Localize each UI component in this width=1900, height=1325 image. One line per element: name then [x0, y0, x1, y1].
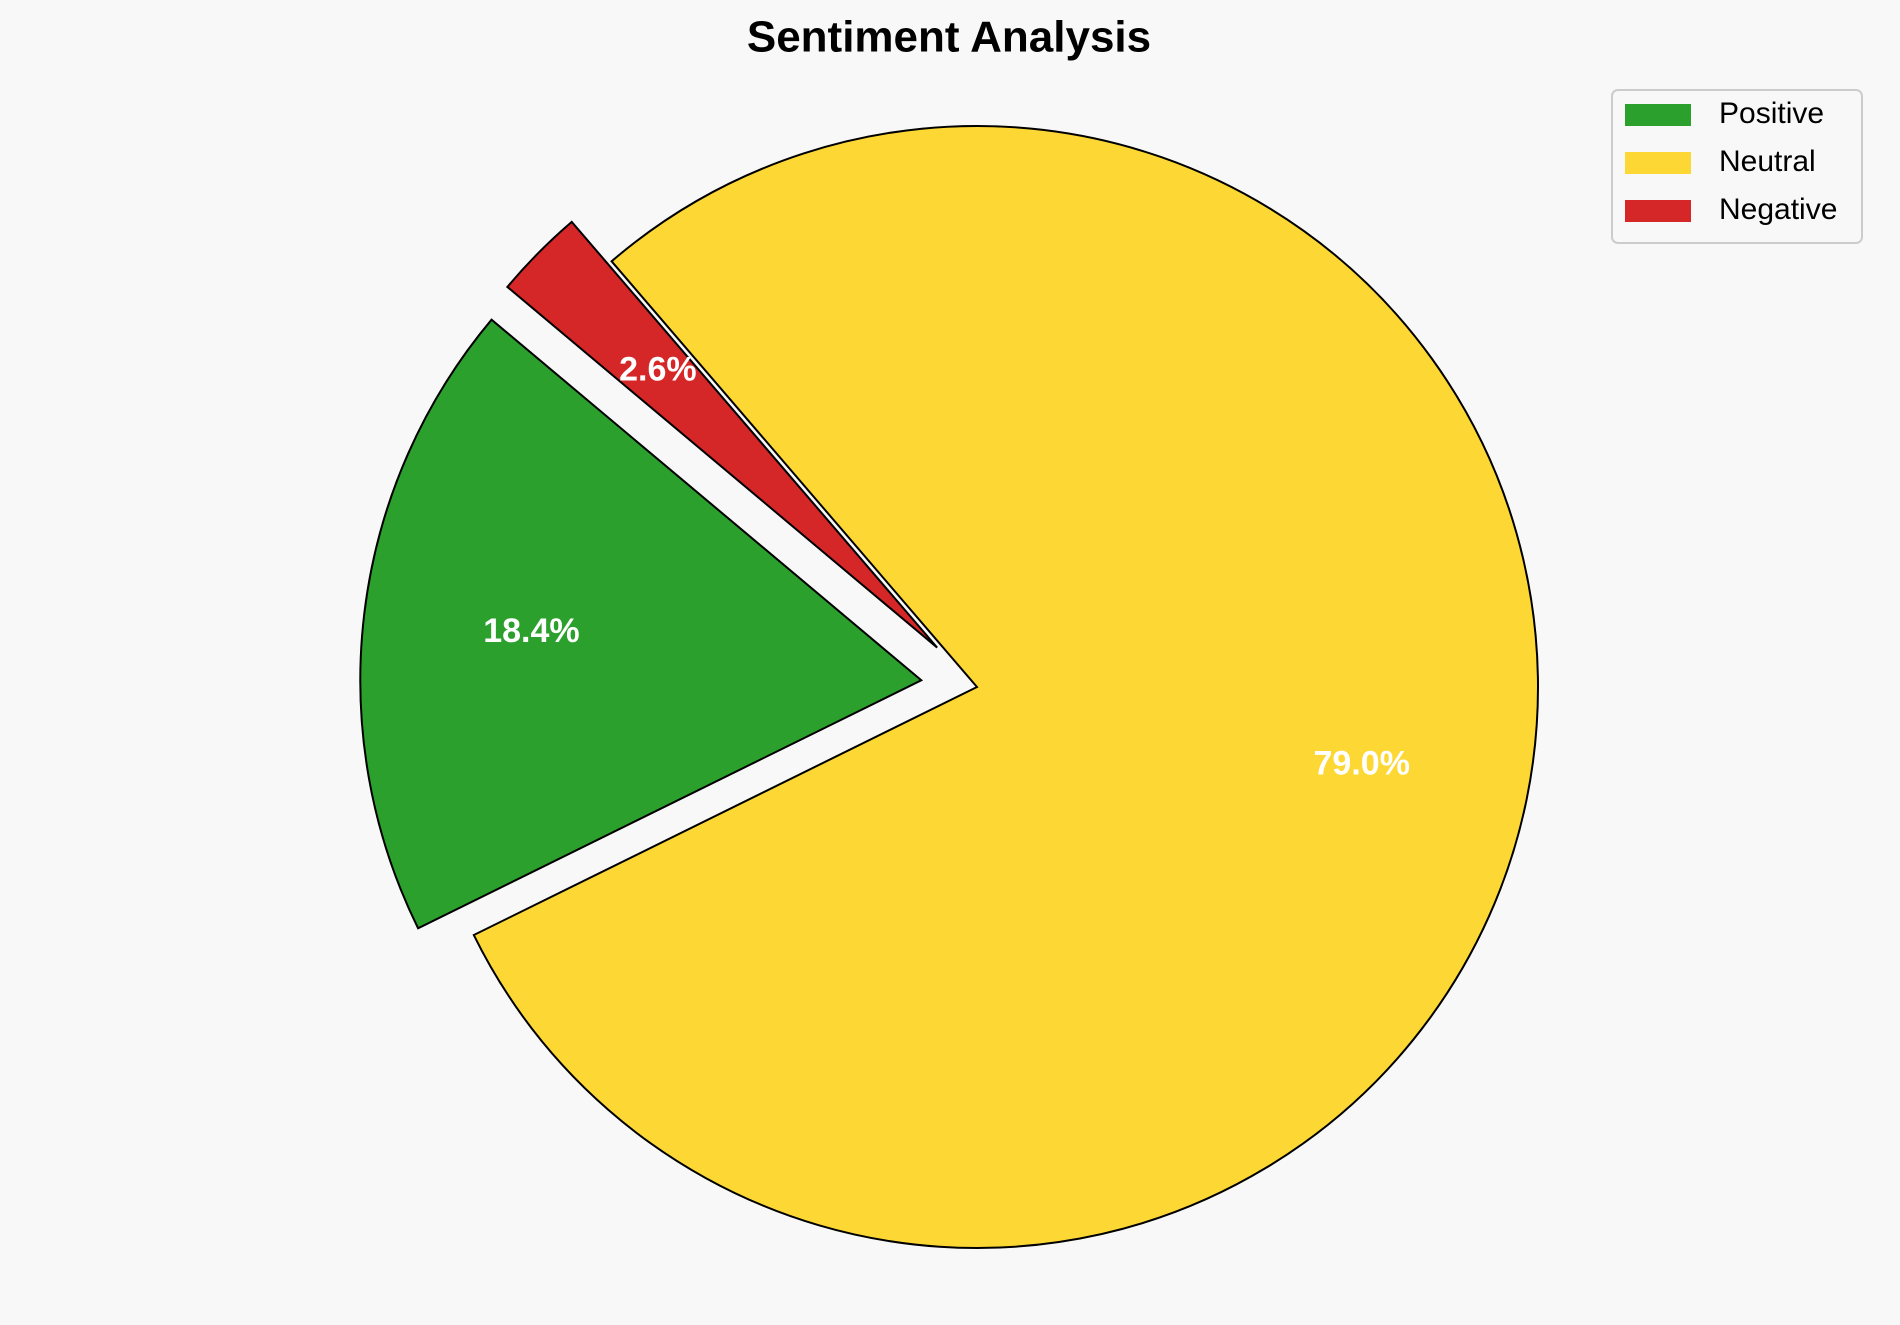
- legend-label: Positive: [1719, 97, 1824, 130]
- data-label: 18.4%: [483, 612, 579, 650]
- legend-label: Negative: [1719, 193, 1837, 226]
- pie-slice: [472, 125, 1539, 1249]
- legend-label: Neutral: [1719, 145, 1816, 178]
- pie-slice: [359, 318, 924, 930]
- pie: 18.4% 79.0% 2.6%: [359, 125, 1539, 1249]
- data-label: 2.6%: [619, 350, 697, 388]
- legend-swatch: [1625, 104, 1691, 126]
- legend-swatch: [1625, 152, 1691, 174]
- chart-title: Sentiment Analysis: [747, 13, 1151, 62]
- legend: Positive Neutral Negative: [1611, 89, 1863, 244]
- legend-swatch: [1625, 200, 1691, 222]
- pie-slice: [505, 220, 938, 649]
- data-label: 79.0%: [1314, 745, 1410, 783]
